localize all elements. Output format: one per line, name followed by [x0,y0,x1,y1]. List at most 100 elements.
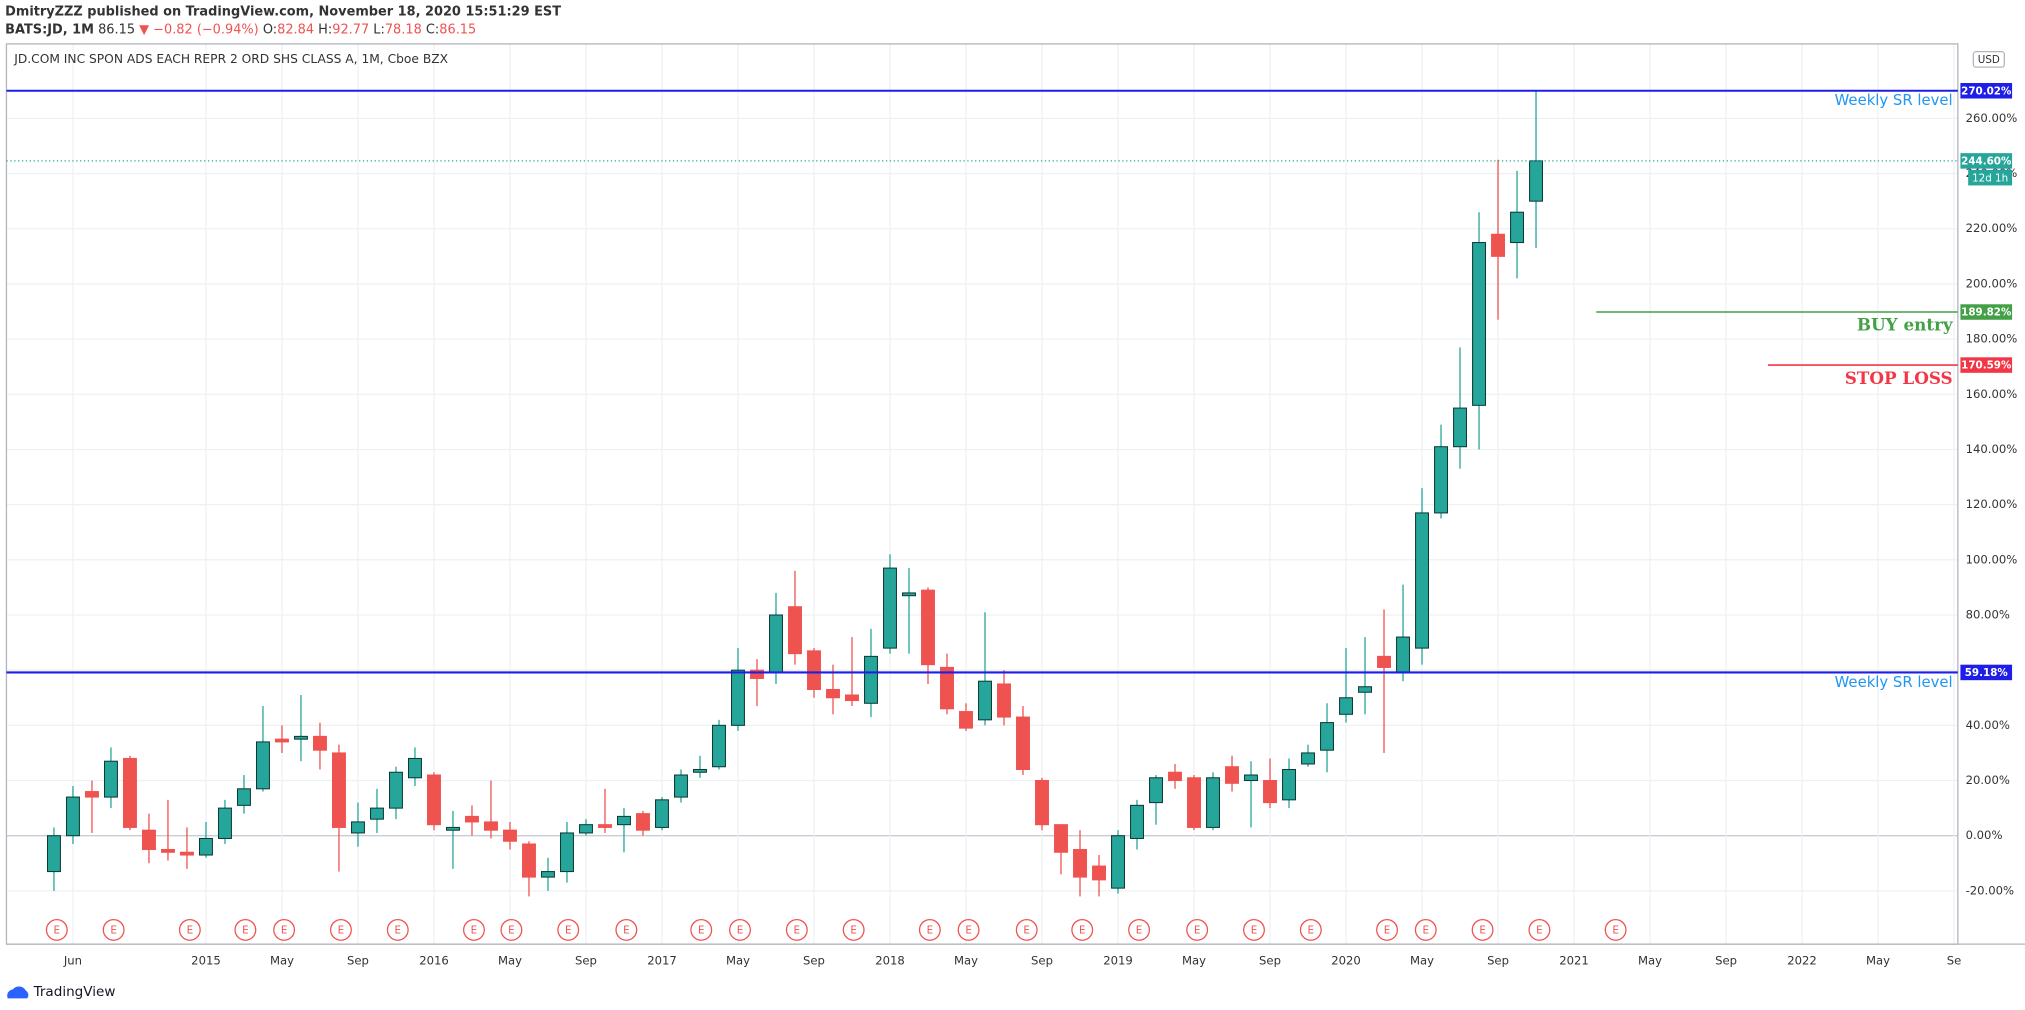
candle-body [636,813,650,831]
y-tick-label: 220.00% [1966,221,2018,235]
level-badge-label: 189.82% [1961,307,2012,319]
candle-body [427,774,441,826]
level-badge-label: 270.02% [1961,85,2012,97]
author: DmitryZZZ published on TradingView.com, … [5,4,561,19]
candle-body [293,735,308,740]
candle-body [198,837,213,856]
earnings-letter: E [965,925,972,937]
earnings-letter: E [737,925,744,937]
candle-body [712,724,726,768]
ohlc-key: O: [263,22,277,37]
candle-body [731,669,745,726]
candle-body [1282,768,1296,801]
change: ▼ −0.82 (−0.94%) [139,22,259,37]
candle-body [65,796,80,837]
candle-body [769,614,783,674]
y-tick-label: 260.00% [1966,111,2018,125]
candle-body [1396,636,1410,674]
candle-body [902,592,916,597]
last-price-badge [1960,153,2013,169]
candle-body [1377,655,1391,668]
ohlc-value: 82.84 [277,22,314,37]
candle-body [1111,835,1125,889]
x-tick-label: May [726,953,750,967]
x-tick-label: May [1638,953,1662,967]
level-text: STOP LOSS [1845,368,1953,388]
candle-body [274,738,289,743]
candle-body [369,807,384,820]
y-tick-label: 20.00% [1966,773,2010,787]
earnings-letter: E [471,925,478,937]
x-tick-label: 2017 [647,953,677,967]
earnings-letter: E [927,925,934,937]
earnings-icon [329,918,352,941]
ohlc-key: H: [318,22,332,37]
x-tick-label: May [498,953,522,967]
price: 86.15 [98,22,135,37]
earnings-letter: E [1536,925,1543,937]
earnings-icon [1471,918,1494,941]
candle-body [1187,777,1201,828]
author-line: DmitryZZZ published on TradingView.com, … [5,4,561,19]
candle-body [541,871,555,878]
y-tick-label: 80.00% [1966,607,2010,621]
quote-line: BATS:JD, 1M 86.15 ▼ −0.82 (−0.94%) O:82.… [5,22,476,37]
earnings-letter: E [187,925,194,937]
x-tick-label: 2020 [1331,953,1361,967]
earnings-icon [500,918,523,941]
x-tick-label: Sep [1487,953,1509,967]
candle-body [1130,804,1144,839]
earnings-letter: E [1194,925,1201,937]
candle-body [1415,512,1429,649]
x-tick-label: 2019 [1103,953,1133,967]
level-badge [1960,664,2013,681]
earnings-icon [1243,918,1265,941]
candle-body [350,821,365,834]
candle-body [1453,407,1467,448]
level-text: BUY entry [1857,315,1954,335]
candle-body [389,771,403,809]
currency-badge [1972,51,2005,68]
earnings-letter: E [1023,925,1030,937]
candle-body [1035,780,1049,826]
ohlc-key: C: [426,22,439,37]
x-tick-label: 2018 [875,953,905,967]
x-tick-label: Sep [803,953,825,967]
ohlc-value: 86.15 [439,22,476,37]
x-tick-label: Sep [347,953,369,967]
y-tick-label: 180.00% [1966,332,2018,346]
candle-body [864,655,878,704]
level-badge-label: 59.18% [1965,667,2009,679]
earnings-icon [1186,918,1209,941]
candle-body [617,815,631,826]
candle-body [921,589,935,666]
y-tick-label: 40.00% [1966,718,2010,732]
candle-body [807,650,821,691]
candle-body [141,829,156,851]
ohlc-value: 78.18 [385,22,422,37]
logo-cloud [7,986,29,999]
candle-body [160,848,175,853]
symbol: BATS:JD, 1M [5,22,94,37]
earnings-icon [918,918,941,941]
candle-body [1358,686,1372,693]
earnings-letter: E [1422,925,1429,937]
x-tick-label: Se [1947,953,1962,967]
level-badge-label: 170.59% [1961,360,2012,372]
candle-body [1472,242,1486,406]
level-badge [1960,83,2013,99]
earnings-icon [1414,918,1437,941]
candle-body [959,711,973,729]
earnings-icon [234,918,257,941]
level-text: Weekly SR level [1835,91,1953,109]
candle-body [1339,697,1353,715]
candle-body [579,824,593,834]
earnings-icon [102,918,125,941]
y-tick-label: 100.00% [1966,552,2018,566]
candle-body [788,606,802,655]
earnings-letter: E [1251,925,1258,937]
candle-body [826,688,840,699]
countdown-label: 12d 1h [1972,172,2008,184]
earnings-icon [1128,918,1151,941]
